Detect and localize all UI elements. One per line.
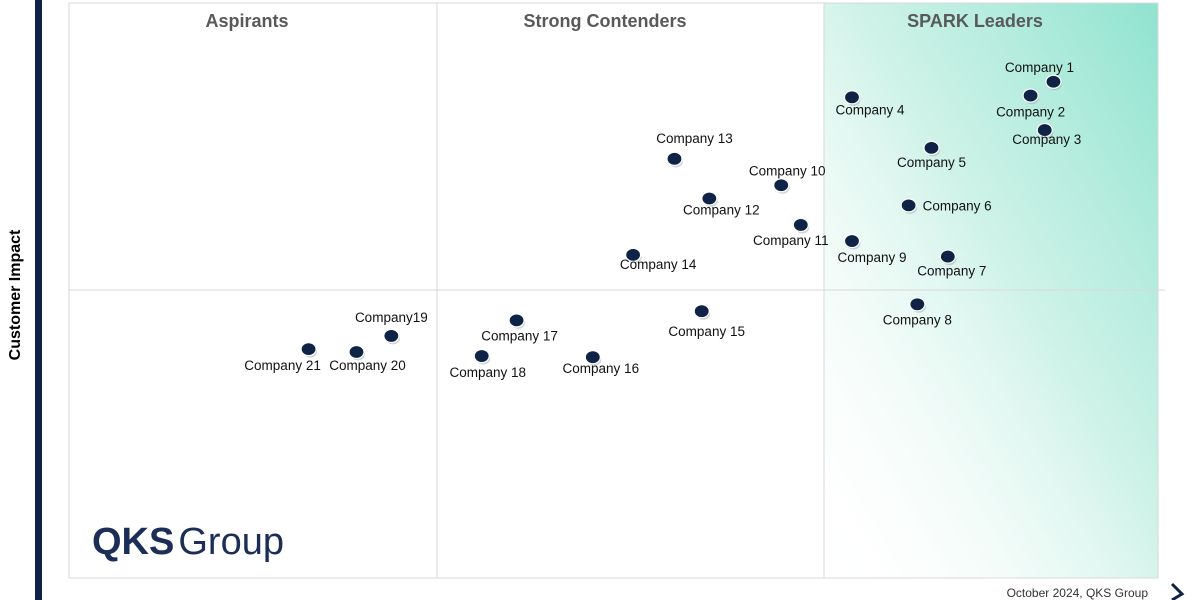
data-label-2: Company 2 <box>996 105 1065 120</box>
data-label-21: Company 21 <box>244 358 321 373</box>
data-point-group: Company 13 <box>656 131 733 168</box>
data-point-8 <box>909 297 926 312</box>
data-point-group: Company 17 <box>481 313 558 343</box>
quadrant-title-aspirants: Aspirants <box>205 11 288 31</box>
logo-bold-text: QKS <box>92 521 174 563</box>
data-point-group: Company 5 <box>897 140 966 170</box>
data-label-9: Company 9 <box>837 250 906 265</box>
data-point-19 <box>383 328 400 344</box>
data-label-17: Company 17 <box>481 328 558 343</box>
qks-group-logo: QKS Group <box>92 521 284 563</box>
data-point-15 <box>693 304 710 319</box>
logo-light-text: Group <box>178 521 284 563</box>
data-point-11 <box>792 217 809 233</box>
data-label-5: Company 5 <box>897 155 966 170</box>
data-point-group: Company 10 <box>749 163 826 194</box>
data-label-10: Company 10 <box>749 163 826 178</box>
data-label-12: Company 12 <box>683 203 760 218</box>
data-point-group: Company 14 <box>620 247 697 272</box>
data-point-group: Company 2 <box>996 88 1065 120</box>
data-point-18 <box>473 348 490 364</box>
quadrant-title-strong-contenders: Strong Contenders <box>523 11 686 31</box>
data-point-group: Company 12 <box>683 191 760 218</box>
data-point-6 <box>900 198 917 213</box>
data-point-9 <box>843 233 861 249</box>
y-axis-bar <box>35 0 42 600</box>
data-point-3 <box>1036 122 1053 138</box>
data-label-20: Company 20 <box>329 358 406 373</box>
x-axis-arrow-icon <box>1170 582 1185 600</box>
data-label-3: Company 3 <box>1012 132 1081 147</box>
data-point-16 <box>584 350 601 365</box>
data-point-2 <box>1022 88 1039 103</box>
data-label-1: Company 1 <box>1005 60 1074 75</box>
data-point-group: Company 21 <box>244 342 321 373</box>
footer-note: October 2024, QKS Group <box>1007 586 1149 600</box>
data-point-group: Company 7 <box>917 249 986 279</box>
data-label-4: Company 4 <box>835 102 905 117</box>
data-point-20 <box>348 344 365 360</box>
data-point-group: Company 11 <box>753 217 829 248</box>
data-point-13 <box>666 151 683 166</box>
quadrant-title-spark-leaders: SPARK Leaders <box>907 11 1043 31</box>
data-point-4 <box>843 90 861 105</box>
data-point-group: Company 3 <box>1012 122 1081 147</box>
data-point-group: Company 9 <box>837 233 907 265</box>
data-label-13: Company 13 <box>656 131 733 146</box>
data-label-6: Company 6 <box>923 198 992 213</box>
data-label-15: Company 15 <box>668 324 745 339</box>
data-point-group: Company 15 <box>668 304 745 339</box>
data-point-17 <box>508 313 525 328</box>
data-label-8: Company 8 <box>883 312 952 327</box>
data-point-12 <box>701 191 718 206</box>
data-point-group: Company 1 <box>1005 60 1074 91</box>
data-point-5 <box>923 140 940 155</box>
data-label-18: Company 18 <box>449 365 526 380</box>
data-point-7 <box>939 249 956 264</box>
data-point-group: Company19 <box>355 310 428 345</box>
data-point-group: Company 4 <box>835 90 905 117</box>
data-point-group: Company 16 <box>563 350 640 376</box>
data-label-16: Company 16 <box>563 361 640 376</box>
data-point-group: Company 20 <box>329 344 406 373</box>
data-point-14 <box>625 247 642 262</box>
data-point-group: Company 8 <box>883 297 952 327</box>
data-point-group: Company 6 <box>900 198 992 214</box>
data-point-10 <box>773 178 790 193</box>
data-point-group: Company 18 <box>449 348 526 380</box>
data-label-11: Company 11 <box>753 233 829 248</box>
points-layer: Company 1 Company 2 Company 3 Company 4 Comp… <box>244 60 1081 380</box>
data-label-14: Company 14 <box>620 257 697 272</box>
y-axis-title: Customer Impact <box>7 229 24 360</box>
data-point-1 <box>1045 74 1062 89</box>
data-label-7: Company 7 <box>917 264 986 279</box>
data-point-21 <box>300 342 317 357</box>
data-label-19: Company19 <box>355 310 428 325</box>
